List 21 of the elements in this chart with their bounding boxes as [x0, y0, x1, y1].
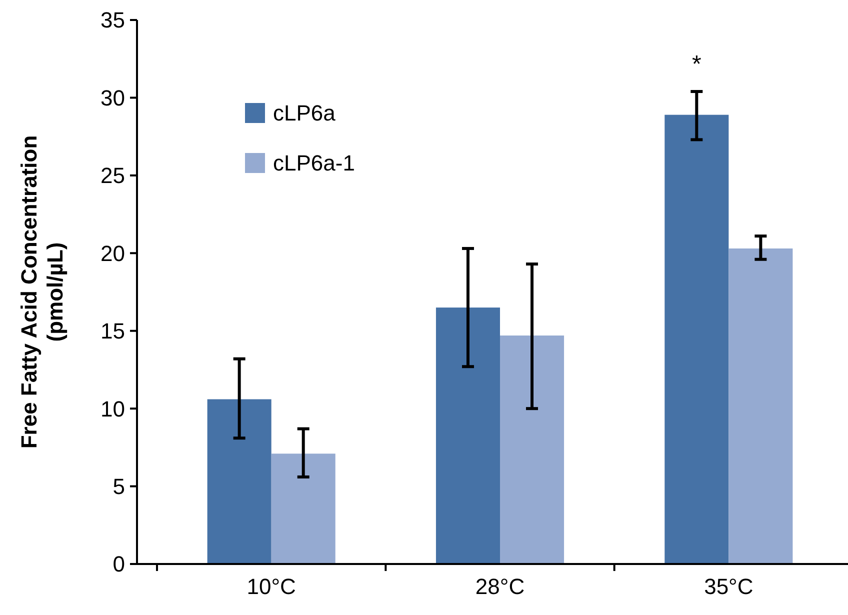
bar	[207, 399, 272, 564]
annotation: *	[692, 50, 702, 78]
bar	[500, 336, 564, 564]
bar	[436, 308, 500, 564]
bar	[271, 454, 336, 564]
y-tick-label: 5	[112, 474, 125, 499]
y-tick-label: 25	[100, 163, 125, 188]
bar	[728, 248, 793, 564]
y-axis-title: Free Fatty Acid Concentration (pmol/µL)	[16, 135, 68, 449]
y-tick-label: 20	[100, 240, 125, 266]
y-tick-label: 35	[100, 8, 125, 33]
y-tick-label: 15	[100, 318, 125, 344]
y-tick-label: 0	[112, 552, 125, 577]
legend-label: cLP6a	[273, 100, 336, 126]
x-tick-label: 10°C	[246, 574, 296, 599]
x-tick-label: 28°C	[475, 574, 525, 599]
y-tick-label: 10	[100, 396, 125, 422]
y-tick-label: 30	[100, 85, 125, 110]
bar	[664, 114, 729, 564]
legend-label: cLP6a-1	[273, 150, 355, 176]
x-tick-label: 35°C	[704, 574, 754, 599]
